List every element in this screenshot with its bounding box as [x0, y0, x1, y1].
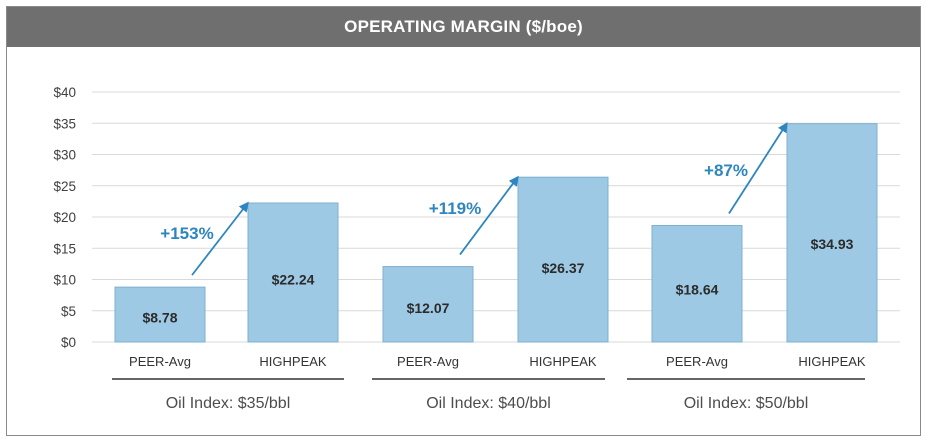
change-arrow — [728, 122, 788, 214]
bar — [651, 225, 743, 343]
y-tick-label: $35 — [53, 116, 76, 131]
group-label: Oil Index: $50/bbl — [684, 395, 809, 412]
change-percent-label: +153% — [160, 224, 213, 243]
change-arrow — [191, 201, 249, 276]
y-tick-label: $15 — [53, 241, 76, 256]
change-percent-label: +119% — [429, 199, 481, 218]
bar-value-label: $18.64 — [676, 282, 719, 298]
bar — [382, 266, 474, 343]
bar-value-label: $8.78 — [142, 309, 177, 325]
y-tick-label: $10 — [53, 273, 76, 288]
bar-value-label: $12.07 — [407, 300, 450, 316]
bar-value-label: $34.93 — [811, 236, 854, 252]
y-tick-label: $20 — [53, 210, 76, 225]
title-bar: OPERATING MARGIN ($/boe) — [7, 7, 920, 47]
bar — [786, 123, 878, 343]
change-arrow — [459, 175, 519, 256]
x-category-label: HIGHPEAK — [798, 354, 866, 369]
y-tick-label: $30 — [53, 148, 76, 163]
y-tick-label: $40 — [53, 85, 76, 100]
group-label: Oil Index: $40/bbl — [426, 395, 551, 412]
chart-title: OPERATING MARGIN ($/boe) — [344, 17, 583, 36]
bar — [247, 202, 339, 343]
y-tick-label: $5 — [61, 304, 76, 319]
bar-value-label: $22.24 — [272, 271, 315, 287]
y-tick-label: $0 — [61, 335, 76, 350]
x-category-label: HIGHPEAK — [529, 354, 597, 369]
chart-frame: OPERATING MARGIN ($/boe) — [6, 6, 921, 436]
x-category-label: PEER-Avg — [397, 354, 459, 369]
bar — [517, 176, 609, 343]
x-category-label: PEER-Avg — [129, 354, 191, 369]
x-category-label: PEER-Avg — [666, 354, 728, 369]
group-label: Oil Index: $35/bbl — [166, 395, 291, 412]
bar — [114, 286, 206, 343]
y-tick-label: $25 — [53, 179, 76, 194]
x-category-label: HIGHPEAK — [259, 354, 327, 369]
change-percent-label: +87% — [704, 161, 748, 180]
bar-value-label: $26.37 — [542, 260, 585, 276]
